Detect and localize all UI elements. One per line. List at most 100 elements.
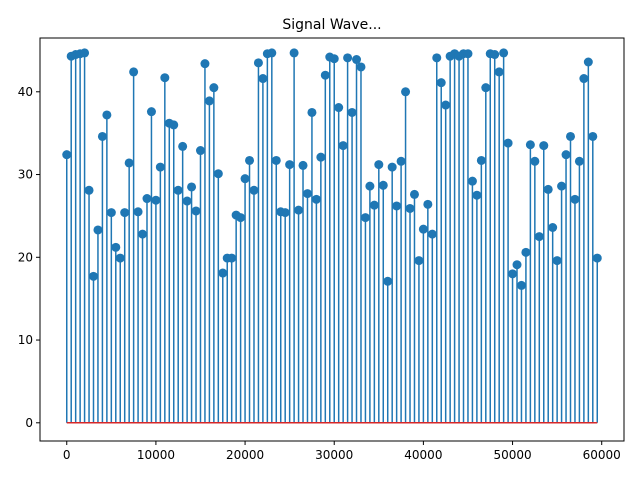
stem-marker [436,78,446,88]
stem-marker [369,200,379,210]
x-tick-label: 30000 [315,448,353,462]
stem-marker [530,156,540,166]
stem-marker [195,146,205,156]
stem-marker [356,62,366,72]
stem-marker [111,242,121,252]
stem-marker [365,181,375,191]
stem-marker [329,54,339,64]
stem-marker [245,155,255,165]
stem-marker [508,269,518,279]
stem-marker [503,138,513,148]
stem-marker [557,181,567,191]
y-tick-label: 20 [18,250,33,264]
stem-marker [405,203,415,213]
stem-marker [521,247,531,257]
stem-marker [200,59,210,69]
stem-marker [142,194,152,204]
stem-marker [178,141,188,151]
stem-marker [62,150,72,160]
stem-marker [213,169,223,179]
stem-marker [574,156,584,166]
stem-marker [102,110,112,120]
stem-marker [120,208,130,218]
stem-marker [481,83,491,93]
stem-marker [93,225,103,235]
stem-marker [84,185,94,195]
stem-marker [267,48,277,58]
stem-marker [236,213,246,223]
stem-marker [169,120,179,130]
stem-marker [543,184,553,194]
stem-marker [338,141,348,151]
y-tick-label: 10 [18,333,33,347]
stem-marker [392,201,402,211]
stem-marker [467,176,477,186]
x-tick-label: 60000 [583,448,621,462]
stem-marker [387,162,397,172]
stem-marker [227,253,237,263]
stem-marker [525,140,535,150]
stem-marker [463,49,473,59]
stem-marker [343,53,353,63]
stem-marker [146,107,156,117]
stem-marker [352,55,362,65]
stem-marker [280,208,290,218]
stem-marker [579,74,589,84]
stem-marker [476,155,486,165]
stem-marker [151,195,161,205]
stem-marker [173,185,183,195]
stem-marker [155,162,165,172]
stem-marker [133,207,143,217]
stem-marker [106,208,116,218]
stem-marker [249,185,259,195]
stem-marker [583,57,593,67]
stem-marker [88,271,98,281]
stem-marker [298,160,308,170]
chart-title: Signal Wave... [282,17,381,33]
stem-marker [570,194,580,204]
x-tick-label: 20000 [226,448,264,462]
x-tick-label: 50000 [493,448,531,462]
stem-marker [311,194,321,204]
stem-marker [289,48,299,58]
stem-marker [218,268,228,278]
stem-marker [191,206,201,216]
stem-marker [138,229,148,239]
stem-marker [378,180,388,190]
stem-marker [360,213,370,223]
stem-marker [124,158,134,168]
stem-marker [512,260,522,270]
stem-marker [396,156,406,166]
stem-marker [129,67,139,77]
stem-marker [320,70,330,80]
stem-marker [374,160,384,170]
stem-marker [204,96,214,106]
stem-marker [516,280,526,290]
stem-marker [160,73,170,83]
stem-marker [472,190,482,200]
stem-marker [490,50,500,60]
x-tick-label: 40000 [404,448,442,462]
stem-marker [494,67,504,77]
stem-marker [409,189,419,199]
stem-marker [414,256,424,266]
stem-marker [80,48,90,58]
stem-marker [209,83,219,93]
stem-marker [427,229,437,239]
stem-marker [115,253,125,263]
stem-marker [334,103,344,113]
stem-marker [499,48,509,58]
axes-frame [39,37,625,442]
stem-marker [401,87,411,97]
stem-marker [271,155,281,165]
stem-marker [441,100,451,110]
stem-marker [588,131,598,141]
stem-marker [307,107,317,117]
stem-marker [432,53,442,63]
stem-marker [258,74,268,84]
stem-marker [253,58,263,68]
stem-marker [97,131,107,141]
y-axis: 0 10 20 30 40 [18,85,40,430]
stem-marker [566,131,576,141]
